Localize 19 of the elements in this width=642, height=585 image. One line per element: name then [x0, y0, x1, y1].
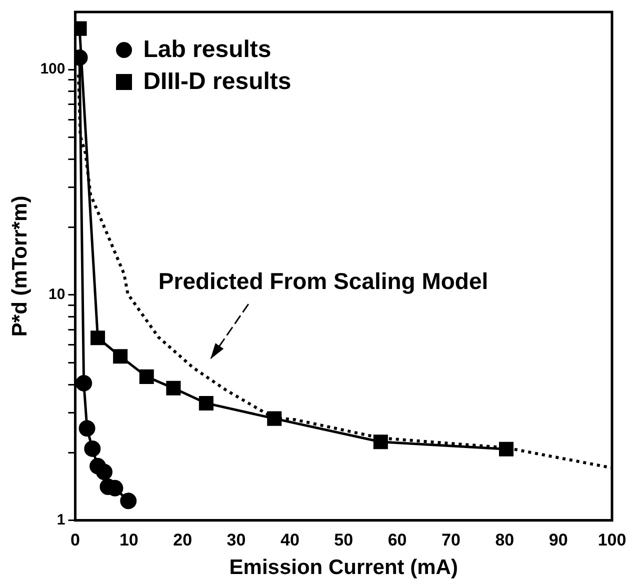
annotation: Predicted From Scaling Model: [158, 268, 488, 294]
x-tick-label: 40: [280, 530, 300, 550]
x-tick-label: 50: [334, 530, 354, 550]
legend-label: DIII-D results: [143, 68, 292, 96]
x-tick-label: 30: [226, 530, 246, 550]
y-tick-label: 10: [48, 286, 66, 304]
y-axis-title: P*d (mTorr*m): [8, 196, 32, 337]
x-tick-label: 0: [70, 530, 80, 550]
x-tick-label: 80: [495, 530, 514, 550]
legend-label: Lab results: [143, 36, 272, 64]
x-tick-label: 70: [442, 530, 460, 550]
x-tick-label: 100: [598, 530, 626, 550]
x-tick-label: 90: [548, 530, 568, 550]
x-axis-title: Emission Current (mA): [229, 556, 458, 580]
x-tick-label: 10: [119, 530, 138, 550]
y-tick-label: 1: [56, 512, 66, 529]
x-tick-label: 60: [388, 530, 407, 550]
y-tick-label: 100: [40, 60, 66, 78]
x-tick-label: 20: [173, 530, 192, 550]
